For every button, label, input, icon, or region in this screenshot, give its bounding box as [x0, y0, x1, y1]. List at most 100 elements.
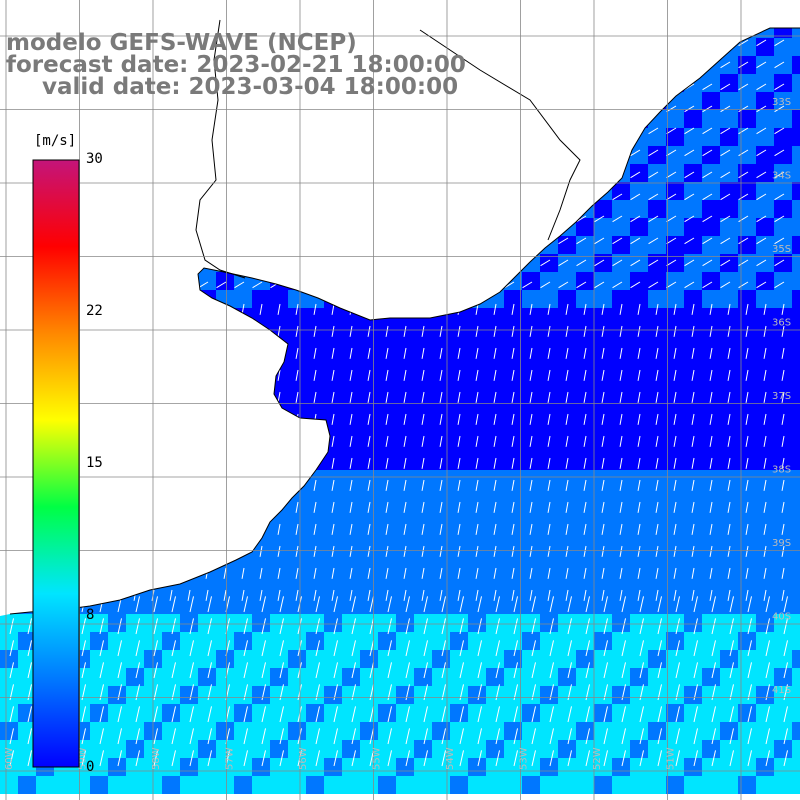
wind-arrow	[729, 662, 734, 679]
speed-cell	[414, 398, 432, 416]
wind-arrow	[781, 501, 785, 513]
speed-cell	[756, 524, 774, 542]
speed-cell	[252, 290, 270, 308]
speed-cell	[594, 614, 612, 632]
speed-cell	[576, 488, 594, 506]
speed-cell	[90, 740, 108, 758]
speed-cell	[396, 596, 414, 614]
wind-arrow	[709, 391, 713, 403]
speed-cell	[288, 740, 306, 758]
speed-cell	[18, 686, 36, 704]
wind-arrow	[423, 728, 428, 745]
speed-cell	[414, 596, 432, 614]
speed-cell	[486, 596, 504, 614]
wind-arrow	[745, 545, 749, 557]
wind-arrow	[349, 413, 353, 425]
speed-cell	[306, 398, 324, 416]
wind-arrow	[702, 127, 713, 135]
speed-cell	[360, 668, 378, 686]
speed-cell	[126, 758, 144, 776]
wind-arrow	[261, 618, 266, 635]
wind-arrow	[459, 618, 464, 635]
wind-arrow	[673, 369, 677, 381]
speed-cell	[702, 146, 720, 164]
speed-cell	[756, 740, 774, 758]
wind-arrow	[738, 281, 749, 289]
wind-arrow	[421, 391, 425, 403]
speed-cell	[378, 740, 396, 758]
speed-cell	[216, 578, 234, 596]
speed-cell	[648, 578, 666, 596]
speed-cell	[558, 236, 576, 254]
speed-cell	[684, 128, 702, 146]
speed-cell	[630, 470, 648, 488]
speed-cell	[630, 398, 648, 416]
wind-arrow	[529, 303, 533, 315]
wind-arrow	[565, 413, 569, 425]
speed-cell	[702, 650, 720, 668]
speed-cell	[522, 380, 540, 398]
speed-cell	[558, 650, 576, 668]
wind-arrow	[601, 589, 605, 601]
wind-arrow	[727, 413, 731, 425]
wind-arrow	[781, 435, 785, 447]
speed-cell	[450, 560, 468, 578]
speed-cell	[396, 578, 414, 596]
wind-arrow	[153, 728, 158, 745]
wind-arrow	[774, 39, 785, 47]
speed-cell	[504, 524, 522, 542]
wind-arrow	[421, 435, 425, 447]
wind-arrow	[223, 589, 227, 601]
wind-arrow	[315, 750, 320, 767]
speed-cell	[576, 776, 594, 794]
speed-cell	[540, 272, 558, 290]
wind-arrow	[657, 728, 662, 745]
speed-cell	[792, 560, 800, 578]
speed-cell	[270, 632, 288, 650]
wind-arrow	[558, 281, 569, 289]
speed-cell	[648, 596, 666, 614]
speed-cell	[198, 686, 216, 704]
wind-arrow	[673, 589, 677, 601]
wind-arrow	[763, 369, 767, 381]
wind-arrow	[756, 61, 767, 69]
wind-arrow	[765, 706, 770, 723]
wind-arrow	[691, 457, 695, 469]
speed-cell	[324, 470, 342, 488]
wind-arrow	[781, 479, 785, 491]
wind-arrow	[655, 545, 659, 557]
speed-cell	[630, 488, 648, 506]
speed-cell	[216, 596, 234, 614]
speed-cell	[684, 614, 702, 632]
speed-cell	[594, 704, 612, 722]
wind-arrow	[648, 149, 659, 157]
speed-cell	[504, 632, 522, 650]
wind-arrow	[720, 281, 731, 289]
speed-cell	[0, 758, 18, 776]
speed-cell	[162, 668, 180, 686]
wind-arrow	[529, 589, 533, 601]
wind-arrow	[774, 215, 785, 223]
wind-arrow	[295, 545, 299, 557]
wind-arrow	[369, 640, 374, 657]
speed-cell	[306, 362, 324, 380]
speed-cell	[306, 380, 324, 398]
speed-cell	[576, 236, 594, 254]
speed-cell	[666, 668, 684, 686]
speed-cell	[684, 506, 702, 524]
wind-arrow	[637, 501, 641, 513]
wind-arrow	[729, 640, 734, 657]
wind-arrow	[727, 369, 731, 381]
wind-arrow	[693, 596, 698, 613]
speed-cell	[738, 56, 756, 74]
speed-cell	[666, 110, 684, 128]
speed-cell	[252, 722, 270, 740]
speed-cell	[306, 686, 324, 704]
wind-arrow	[756, 171, 767, 179]
wind-arrow	[585, 662, 590, 679]
speed-cell	[612, 776, 630, 794]
speed-cell	[558, 758, 576, 776]
speed-cell	[684, 218, 702, 236]
speed-cell	[738, 632, 756, 650]
